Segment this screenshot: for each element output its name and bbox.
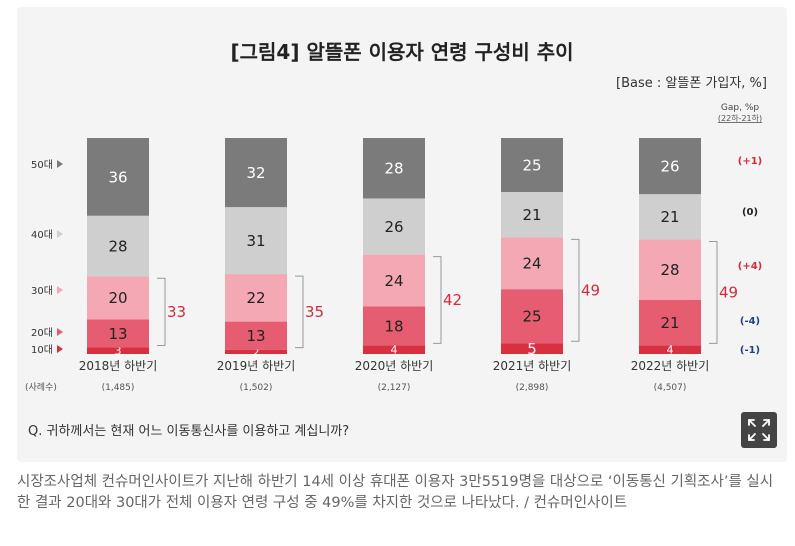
- data-label: 25: [522, 156, 541, 174]
- legend-label: 40대: [31, 229, 53, 241]
- bracket: [433, 256, 442, 344]
- legend-arrow: [57, 345, 63, 353]
- data-label: 28: [108, 237, 127, 255]
- data-label: 24: [384, 272, 403, 290]
- x-tick-label: 2018년 하반기: [79, 359, 158, 373]
- x-tick-label: 2022년 하반기: [631, 359, 710, 373]
- sample-size-label: (사례수): [25, 382, 57, 393]
- bar-segment: [501, 289, 563, 344]
- bar-segment: [225, 207, 287, 275]
- data-label: 26: [384, 218, 403, 236]
- gap-value: (-4): [740, 316, 760, 327]
- bar-segment: [225, 138, 287, 208]
- bar-segment: [225, 349, 287, 354]
- data-label: 20: [108, 289, 127, 307]
- bar-segment: [501, 343, 563, 354]
- data-label: 4: [667, 344, 674, 357]
- data-label: 13: [108, 325, 127, 343]
- data-label: 2: [253, 346, 260, 359]
- bar-segment: [87, 347, 149, 354]
- legend-arrow: [57, 286, 63, 294]
- data-label: 3: [115, 345, 122, 358]
- legend-label: 50대: [31, 159, 53, 171]
- bar-segment: [225, 321, 287, 350]
- sample-size: (2,898): [516, 383, 549, 393]
- data-label: 31: [246, 232, 265, 250]
- data-label: 32: [246, 164, 265, 182]
- bar-segment: [363, 138, 425, 199]
- gap-subheader: (22하-21하): [718, 113, 762, 123]
- bar-segment: [501, 138, 563, 192]
- bar-segment: [87, 215, 149, 277]
- gap-value: (+1): [738, 156, 762, 167]
- data-label: 25: [522, 308, 541, 326]
- combined-share-label: 35: [305, 303, 324, 321]
- article-caption: 시장조사업체 컨슈머인사이트가 지난해 하반기 14세 이상 휴대폰 이용자 3…: [17, 474, 774, 511]
- combined-share-label: 49: [719, 283, 738, 301]
- x-tick-label: 2020년 하반기: [355, 359, 434, 373]
- bar-segment: [639, 138, 701, 195]
- sample-size: (1,485): [102, 383, 135, 393]
- bar-segment: [87, 276, 149, 320]
- bracket: [709, 241, 718, 344]
- legend-arrow: [57, 160, 63, 168]
- gap-value: (0): [742, 207, 758, 218]
- sample-size: (4,507): [654, 383, 687, 393]
- bracket: [571, 238, 580, 342]
- chart-card: [그림4] 알뜰폰 이용자 연령 구성비 추이 [Base : 알뜰폰 가입자,…: [17, 7, 787, 462]
- legend-label: 30대: [31, 285, 53, 297]
- chart-title: [그림4] 알뜰폰 이용자 연령 구성비 추이: [230, 40, 573, 64]
- bar-segment: [87, 138, 149, 216]
- data-label: 5: [527, 340, 537, 358]
- data-label: 21: [660, 208, 679, 226]
- combined-share-label: 49: [581, 281, 600, 299]
- bar-segment: [363, 306, 425, 346]
- data-label: 4: [391, 344, 398, 357]
- gap-value: (-1): [740, 345, 760, 356]
- bar-segment: [501, 192, 563, 238]
- data-label: 18: [384, 317, 403, 335]
- sample-size: (2,127): [378, 383, 411, 393]
- bar-segment: [363, 345, 425, 354]
- data-label: 28: [384, 160, 403, 178]
- bar-segment: [639, 239, 701, 300]
- survey-question: Q. 귀하께서는 현재 어느 이동통신사를 이용하고 계십니까?: [28, 424, 349, 439]
- bar-segment: [225, 274, 287, 322]
- data-label: 36: [108, 168, 127, 186]
- data-label: 26: [660, 157, 679, 175]
- combined-share-label: 33: [167, 303, 186, 321]
- legend-arrow: [57, 230, 63, 238]
- combined-share-label: 42: [443, 291, 462, 309]
- x-tick-label: 2019년 하반기: [217, 359, 296, 373]
- bracket: [157, 277, 166, 347]
- bar-segment: [639, 194, 701, 240]
- gap-value: (+4): [738, 261, 762, 272]
- data-label: 28: [660, 261, 679, 279]
- base-note: [Base : 알뜰폰 가입자, %]: [616, 76, 767, 91]
- gap-header: Gap, %p: [721, 103, 759, 113]
- sample-size: (1,502): [240, 383, 273, 393]
- data-label: 21: [660, 314, 679, 332]
- bar-segment: [639, 345, 701, 354]
- data-label: 21: [522, 206, 541, 224]
- legend-label: 20대: [31, 327, 53, 339]
- bracket: [295, 275, 304, 349]
- legend-arrow: [57, 328, 63, 336]
- data-label: 24: [522, 255, 541, 273]
- data-label: 13: [246, 327, 265, 345]
- bar-segment: [639, 300, 701, 346]
- bar-segment: [363, 254, 425, 307]
- legend-label: 10대: [31, 344, 53, 356]
- bar-segment: [87, 319, 149, 348]
- expand-icon: [748, 419, 770, 441]
- bar-segment: [363, 198, 425, 255]
- data-label: 22: [246, 289, 265, 307]
- bar-segment: [501, 237, 563, 290]
- expand-button[interactable]: [741, 412, 777, 448]
- x-tick-label: 2021년 하반기: [493, 359, 572, 373]
- stacked-bar-chart: [그림4] 알뜰폰 이용자 연령 구성비 추이 [Base : 알뜰폰 가입자,…: [25, 40, 767, 439]
